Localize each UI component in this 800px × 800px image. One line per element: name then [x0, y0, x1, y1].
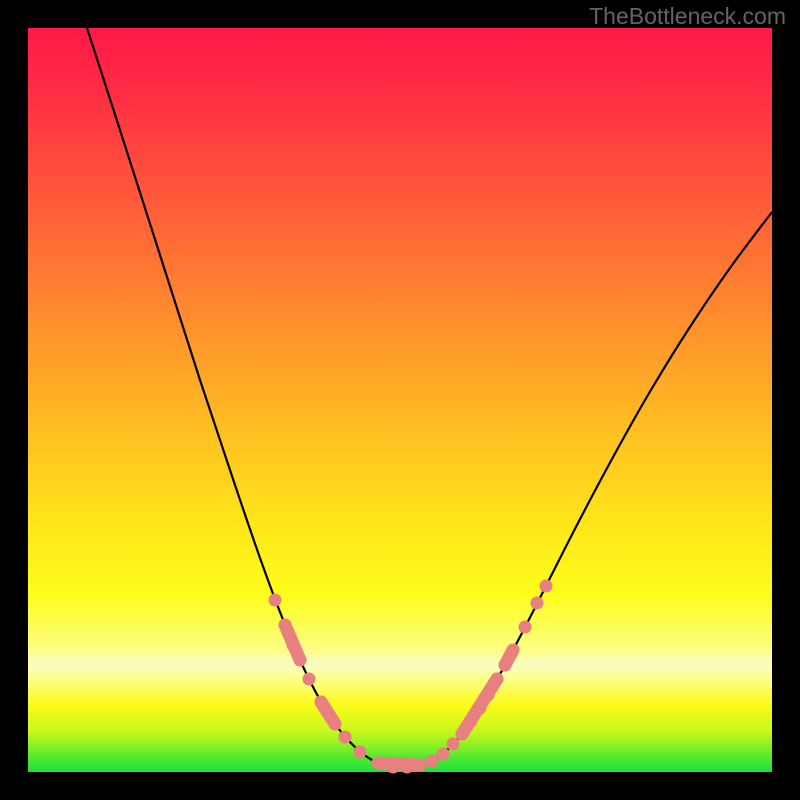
- marker-dot: [414, 759, 427, 772]
- marker-dot: [519, 621, 532, 634]
- marker-dot: [499, 659, 512, 672]
- marker-dot: [303, 673, 316, 686]
- marker-dot: [456, 728, 469, 741]
- marker-dot: [447, 738, 460, 751]
- marker-dot: [540, 580, 553, 593]
- marker-dot: [507, 644, 520, 657]
- marker-dot: [531, 597, 544, 610]
- marker-dot: [339, 731, 352, 744]
- marker-dot: [269, 594, 282, 607]
- marker-dot: [401, 761, 414, 774]
- marker-dot: [279, 619, 292, 632]
- marker-dot: [372, 757, 385, 770]
- marker-dot: [315, 696, 328, 709]
- marker-dot: [482, 689, 495, 702]
- marker-dot: [474, 702, 487, 715]
- marker-dot: [387, 761, 400, 774]
- marker-dot: [287, 639, 300, 652]
- marker-dot: [426, 755, 439, 768]
- gradient-rect: [28, 28, 772, 772]
- marker-dot: [294, 654, 307, 667]
- marker-dot: [491, 673, 504, 686]
- marker-dot: [354, 746, 367, 759]
- marker-dot: [437, 748, 450, 761]
- watermark-text: TheBottleneck.com: [589, 3, 786, 30]
- chart-svg: [0, 0, 800, 800]
- marker-dot: [465, 715, 478, 728]
- marker-dot: [329, 718, 342, 731]
